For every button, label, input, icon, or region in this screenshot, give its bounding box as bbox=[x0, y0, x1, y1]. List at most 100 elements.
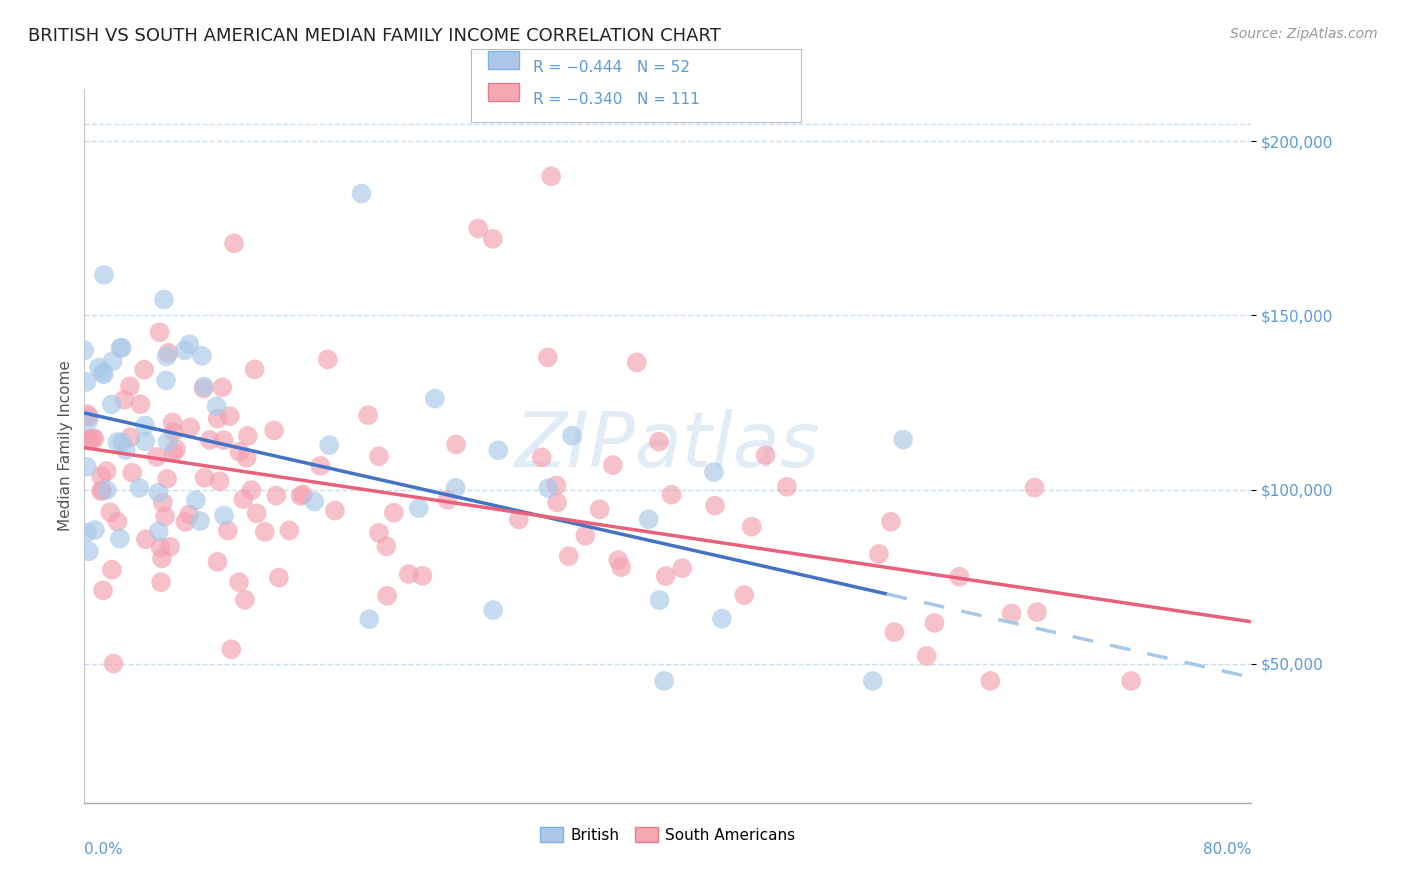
Point bbox=[134, 363, 156, 377]
Text: R = −0.444   N = 52: R = −0.444 N = 52 bbox=[533, 60, 690, 75]
Point bbox=[150, 551, 173, 566]
Point bbox=[156, 472, 179, 486]
Point bbox=[375, 539, 398, 553]
Point bbox=[90, 469, 112, 483]
Point bbox=[93, 368, 115, 382]
Point bbox=[98, 505, 121, 519]
Point bbox=[979, 673, 1001, 688]
Point bbox=[350, 186, 373, 201]
Point bbox=[222, 236, 245, 251]
Point bbox=[915, 648, 938, 663]
Point bbox=[1026, 605, 1049, 619]
Point bbox=[398, 567, 420, 582]
Point bbox=[671, 561, 693, 575]
Point bbox=[212, 508, 235, 523]
Point bbox=[114, 442, 136, 457]
Point bbox=[156, 350, 179, 364]
Point bbox=[157, 346, 180, 360]
Point bbox=[755, 448, 778, 462]
Point bbox=[540, 169, 562, 184]
Point bbox=[77, 409, 100, 424]
Point bbox=[948, 570, 970, 584]
Point bbox=[165, 442, 187, 457]
Point bbox=[90, 483, 112, 498]
Point bbox=[278, 524, 301, 538]
Text: BRITISH VS SOUTH AMERICAN MEDIAN FAMILY INCOME CORRELATION CHART: BRITISH VS SOUTH AMERICAN MEDIAN FAMILY … bbox=[28, 27, 721, 45]
Point bbox=[208, 474, 231, 488]
Point bbox=[191, 349, 214, 363]
Point bbox=[83, 432, 105, 446]
Point bbox=[263, 424, 285, 438]
Point bbox=[924, 615, 946, 630]
Point bbox=[436, 492, 458, 507]
Point bbox=[159, 540, 181, 554]
Text: ZIPatlas: ZIPatlas bbox=[515, 409, 821, 483]
Point bbox=[93, 268, 115, 282]
Point bbox=[880, 515, 903, 529]
Point bbox=[733, 588, 755, 602]
Point bbox=[82, 431, 104, 445]
Point bbox=[368, 450, 391, 464]
Point bbox=[111, 341, 134, 355]
Point bbox=[153, 293, 176, 307]
Point bbox=[235, 450, 257, 465]
Point bbox=[862, 673, 884, 688]
Point bbox=[741, 519, 763, 533]
Point bbox=[467, 221, 489, 235]
Point bbox=[134, 434, 156, 449]
Point bbox=[290, 489, 312, 503]
Point bbox=[184, 493, 207, 508]
Point bbox=[110, 341, 132, 355]
Point bbox=[537, 481, 560, 495]
Point bbox=[316, 352, 339, 367]
Point bbox=[610, 560, 633, 574]
Point bbox=[155, 373, 177, 387]
Point bbox=[76, 525, 98, 540]
Point bbox=[91, 366, 114, 380]
Point bbox=[107, 515, 129, 529]
Point bbox=[188, 514, 211, 528]
Point bbox=[207, 411, 229, 425]
Point bbox=[87, 360, 110, 375]
Point bbox=[179, 508, 201, 522]
Point bbox=[710, 611, 733, 625]
Point bbox=[135, 533, 157, 547]
Point bbox=[648, 434, 671, 449]
Point bbox=[111, 435, 134, 450]
Point bbox=[482, 232, 505, 246]
Point bbox=[253, 524, 276, 539]
Point bbox=[240, 483, 263, 497]
Point bbox=[444, 481, 467, 495]
Point bbox=[423, 392, 446, 406]
Point bbox=[76, 459, 98, 474]
Point bbox=[508, 512, 530, 526]
Point bbox=[574, 529, 596, 543]
Point bbox=[150, 575, 173, 590]
Point bbox=[357, 408, 380, 422]
Point bbox=[267, 571, 290, 585]
Point bbox=[228, 575, 250, 590]
Point bbox=[292, 487, 315, 501]
Text: R = −0.340   N = 111: R = −0.340 N = 111 bbox=[533, 92, 700, 107]
Point bbox=[179, 420, 201, 434]
Point bbox=[637, 512, 659, 526]
Point bbox=[73, 343, 96, 358]
Point bbox=[318, 438, 340, 452]
Point bbox=[173, 343, 195, 358]
Point bbox=[221, 642, 243, 657]
Point bbox=[134, 418, 156, 433]
Point bbox=[77, 432, 100, 446]
Point bbox=[486, 443, 509, 458]
Point bbox=[152, 495, 174, 509]
Point bbox=[588, 502, 610, 516]
Point bbox=[883, 625, 905, 640]
Point bbox=[193, 379, 215, 393]
Point bbox=[162, 416, 184, 430]
Point bbox=[891, 433, 914, 447]
Point bbox=[482, 603, 505, 617]
Point bbox=[776, 480, 799, 494]
Point bbox=[193, 471, 215, 485]
Point bbox=[375, 589, 398, 603]
Point bbox=[162, 445, 184, 459]
Y-axis label: Median Family Income: Median Family Income bbox=[58, 360, 73, 532]
